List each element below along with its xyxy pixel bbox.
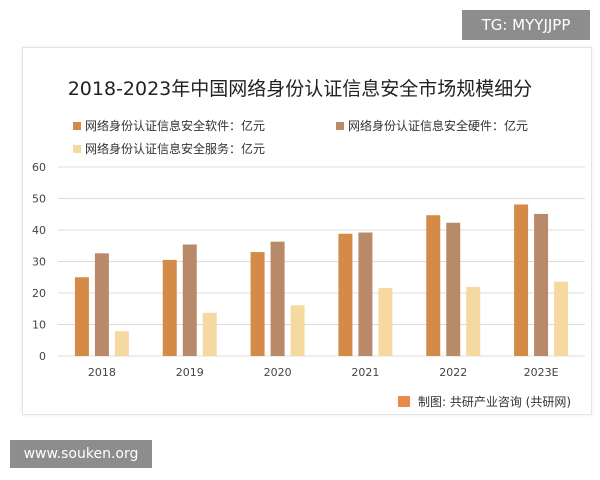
y-tick-label: 20 [32,287,46,300]
bar-2023E-series-2 [554,281,569,356]
bar-2020-series-0 [250,252,265,356]
bar-2021-series-1 [358,232,373,356]
y-tick-label: 30 [32,256,46,269]
bar-2021-series-2 [378,287,393,356]
bar-2018-series-2 [114,331,129,356]
legend-swatch [73,144,81,153]
y-tick-label: 40 [32,224,46,237]
legend-label: 网络身份认证信息安全软件：亿元 [85,119,266,133]
x-tick-label: 2018 [88,366,116,379]
bar-2019-series-2 [202,312,217,356]
bar-2023E-series-1 [534,213,549,356]
x-tick-label: 2023E [524,366,559,379]
legend-swatch [73,121,81,130]
legend-label: 网络身份认证信息安全硬件：亿元 [348,119,529,133]
bar-2018-series-0 [74,277,89,356]
x-tick-label: 2019 [176,366,204,379]
bar-2019-series-1 [182,244,197,356]
legend-swatch [336,121,344,130]
bar-2020-series-1 [270,241,285,356]
bar-2022-series-2 [466,287,481,356]
y-tick-label: 10 [32,319,46,332]
y-tick-label: 0 [39,350,46,363]
y-tick-label: 60 [32,161,46,174]
legend-label: 网络身份认证信息安全服务：亿元 [85,142,266,156]
source-text: 制图: 共研产业咨询 (共研网) [418,395,572,409]
legend-item-software: 网络身份认证信息安全软件：亿元 [73,117,265,134]
legend-item-service: 网络身份认证信息安全服务：亿元 [73,140,265,157]
bar-2022-series-1 [446,222,461,356]
bar-2023E-series-0 [514,204,529,356]
watermark-top: TG: MYYJJPP [462,10,590,40]
watermark-bottom: www.souken.org [10,440,152,468]
bar-2022-series-0 [426,215,441,356]
bar-2020-series-2 [290,305,305,356]
source-logo-icon [398,396,410,407]
x-tick-label: 2020 [264,366,292,379]
bar-2018-series-1 [94,253,109,356]
legend-item-hardware: 网络身份认证信息安全硬件：亿元 [336,117,528,134]
bar-2021-series-0 [338,233,353,356]
bar-2019-series-0 [162,259,177,356]
x-tick-label: 2022 [439,366,467,379]
source-note: 制图: 共研产业咨询 (共研网) [398,393,571,410]
chart-title: 2018-2023年中国网络身份认证信息安全市场规模细分 [67,78,533,100]
y-tick-label: 50 [32,193,46,206]
x-tick-label: 2021 [351,366,379,379]
